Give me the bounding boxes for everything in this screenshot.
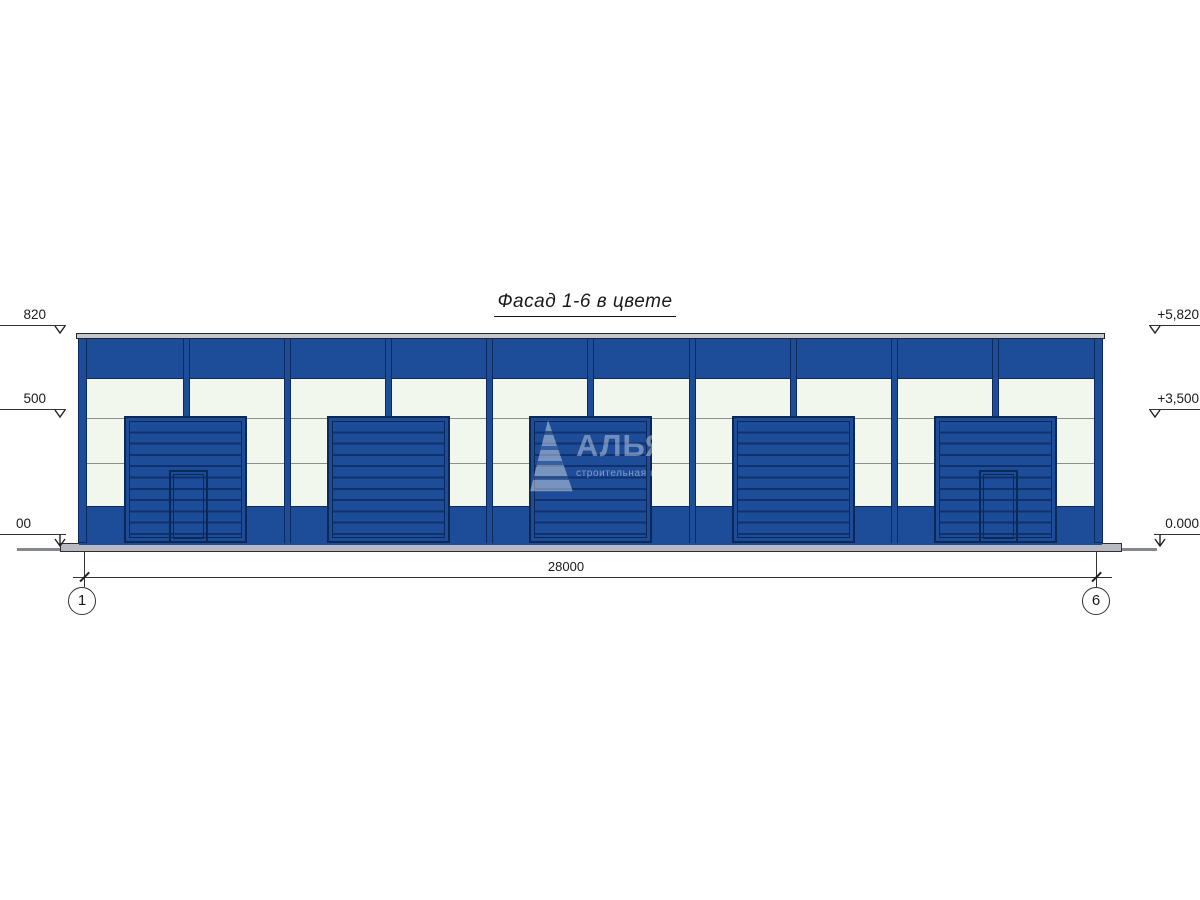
elevation-label-left-top: 820 bbox=[23, 307, 46, 322]
elevation-arrow-icon bbox=[1154, 534, 1166, 547]
elevation-leader-line bbox=[1149, 409, 1200, 410]
gate-slats bbox=[332, 421, 445, 538]
elevation-label-left-base: 00 bbox=[15, 516, 31, 531]
drawing-title-wrap: Фасад 1-6 в цвете bbox=[435, 291, 735, 317]
mullion bbox=[486, 338, 493, 543]
mullion bbox=[587, 338, 594, 417]
elevation-label-right-mid: +3,500 bbox=[1157, 391, 1199, 406]
sectional-gate-3 bbox=[529, 416, 652, 543]
elevation-leader-line bbox=[0, 534, 66, 535]
elevation-leader-line bbox=[1149, 325, 1200, 326]
drawing-title: Фасад 1-6 в цвете bbox=[494, 291, 676, 317]
elevation-leader-line bbox=[1154, 534, 1200, 535]
dimension-line bbox=[73, 577, 1112, 578]
mullion bbox=[790, 338, 797, 417]
elevation-label-right-base: 0.000 bbox=[1165, 516, 1199, 531]
corner-column-right bbox=[1094, 338, 1103, 543]
elevation-arrow-icon bbox=[1149, 325, 1161, 334]
parapet-coping bbox=[76, 333, 1105, 339]
sectional-gate-4 bbox=[732, 416, 855, 543]
sectional-gate-2 bbox=[327, 416, 450, 543]
mullion bbox=[183, 338, 190, 417]
elevation-arrow-icon bbox=[54, 325, 66, 334]
overall-dimension-label: 28000 bbox=[547, 559, 585, 574]
grid-bubble-1: 1 bbox=[68, 587, 96, 615]
wicket-door-frame bbox=[173, 474, 204, 539]
gate-slats bbox=[737, 421, 850, 538]
grid-bubble-6: 6 bbox=[1082, 587, 1110, 615]
mullion bbox=[284, 338, 291, 543]
corner-column-left bbox=[78, 338, 87, 543]
mullion bbox=[992, 338, 999, 417]
elevation-arrow-icon bbox=[1149, 409, 1161, 418]
wicket-door bbox=[169, 470, 208, 543]
elevation-leader-line bbox=[0, 409, 66, 410]
elevation-arrow-icon bbox=[54, 409, 66, 418]
sectional-gate-5 bbox=[934, 416, 1057, 543]
elevation-arrow-icon bbox=[54, 534, 66, 547]
mullion bbox=[385, 338, 392, 417]
gate-slats bbox=[939, 421, 1052, 538]
extension-line-axis-1 bbox=[84, 552, 85, 587]
wicket-door bbox=[979, 470, 1018, 543]
sectional-gate-1 bbox=[124, 416, 247, 543]
elevation-label-right-top: +5,820 bbox=[1157, 307, 1199, 322]
mullion bbox=[689, 338, 696, 543]
elevation-leader-line bbox=[0, 325, 66, 326]
extension-line-axis-6 bbox=[1096, 552, 1097, 587]
wicket-door-frame bbox=[983, 474, 1014, 539]
gate-slats bbox=[534, 421, 647, 538]
gate-slats bbox=[129, 421, 242, 538]
elevation-label-left-mid: 500 bbox=[23, 391, 46, 406]
mullion bbox=[891, 338, 898, 543]
